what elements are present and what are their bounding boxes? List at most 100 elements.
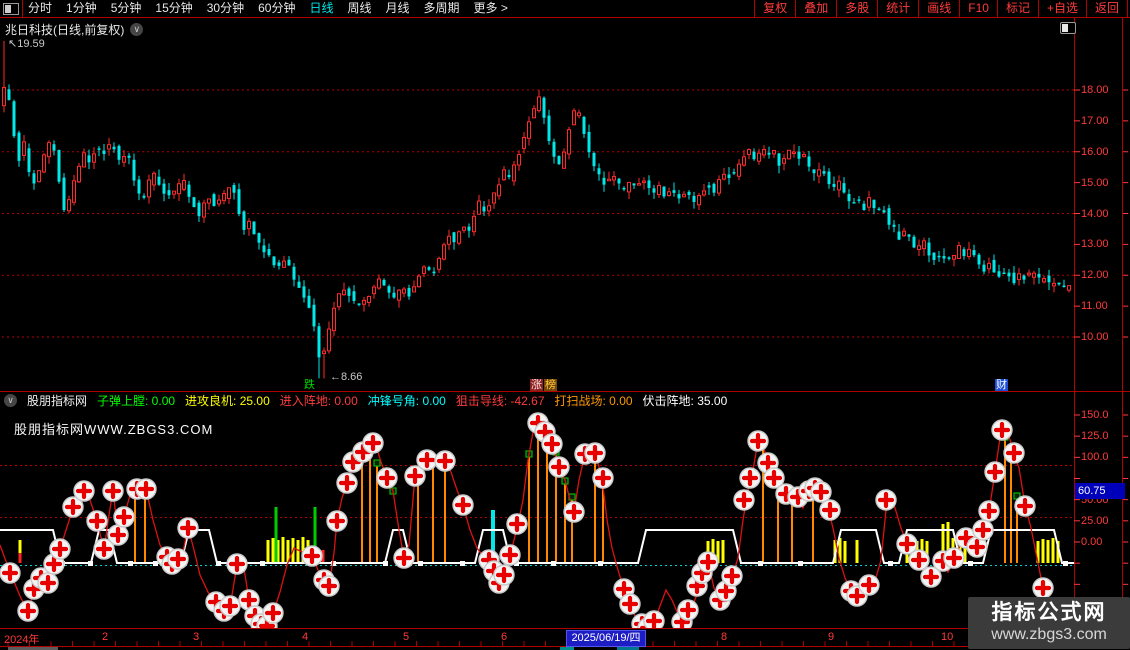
period-item-月线[interactable]: 月线 <box>385 1 410 15</box>
signal-marker-icon <box>376 467 398 489</box>
signal-marker-icon <box>955 527 977 549</box>
yellow-bar <box>920 539 924 563</box>
period-item-周线[interactable]: 周线 <box>347 1 372 15</box>
green-square-marker <box>141 485 149 493</box>
candle-up <box>722 173 726 180</box>
candle-up <box>817 169 821 177</box>
action-button-叠加[interactable]: 叠加 <box>795 0 836 17</box>
hidden-tab-财[interactable]: 财 <box>995 379 1008 391</box>
candle-down <box>812 169 816 174</box>
collapse-chevron-icon[interactable]: ∨ <box>130 23 144 36</box>
marker-circle <box>483 560 505 582</box>
candle-down <box>192 197 196 208</box>
candle-down <box>777 153 781 166</box>
candle-down <box>242 211 246 230</box>
candle-up <box>987 262 991 270</box>
candle-up <box>492 192 496 204</box>
candle-down <box>317 326 321 358</box>
candle-up <box>72 180 76 203</box>
candle-down <box>237 189 241 215</box>
hidden-tab-跌[interactable]: 跌 <box>304 379 315 391</box>
candle-down <box>427 267 431 270</box>
value-axis-label: 125.0 <box>1081 430 1109 443</box>
indicator-field-伏击阵地: 伏击阵地: 35.00 <box>642 393 728 408</box>
hidden-tab-涨[interactable]: 涨 <box>530 379 543 391</box>
marker-circle <box>62 496 84 518</box>
marker-circle <box>238 589 260 611</box>
marker-circle <box>984 461 1006 483</box>
candle-up <box>802 154 806 158</box>
action-button-返回[interactable]: 返回 <box>1085 0 1128 17</box>
high-price-label: ↖19.59 <box>8 38 45 50</box>
action-button-标记[interactable]: 标记 <box>996 0 1038 17</box>
layout-icon[interactable] <box>3 3 19 15</box>
period-item-日线[interactable]: 日线 <box>309 1 334 15</box>
signal-marker-icon <box>37 572 59 594</box>
hidden-tab-榜[interactable]: 榜 <box>544 379 557 391</box>
signal-marker-icon <box>810 481 832 503</box>
marker-circle <box>342 451 364 473</box>
marker-circle <box>23 578 45 600</box>
candle-down <box>257 233 261 243</box>
candle-up <box>172 190 176 195</box>
baseline-dot <box>551 561 556 566</box>
marker-circle <box>73 480 95 502</box>
period-item-5分钟[interactable]: 5分钟 <box>110 1 142 15</box>
split-pane-icon[interactable] <box>1060 22 1076 34</box>
candle-up <box>362 299 366 305</box>
yellow-bar <box>266 540 270 563</box>
signal-marker-icon <box>499 544 521 566</box>
signal-marker-icon <box>434 450 456 472</box>
date-label-4: 4 <box>302 631 309 643</box>
marker-circle <box>592 467 614 489</box>
signal-marker-icon <box>352 441 374 463</box>
date-label-9: 9 <box>828 631 835 643</box>
signal-marker-icon <box>619 593 641 615</box>
candle-down <box>647 180 651 189</box>
period-item-更多 >[interactable]: 更多 > <box>473 1 508 15</box>
period-item-1分钟[interactable]: 1分钟 <box>66 1 97 15</box>
marker-circle <box>709 589 731 611</box>
candle-down <box>662 186 666 197</box>
baseline-dot <box>60 561 65 566</box>
candle-down <box>17 132 21 161</box>
period-item-30分钟[interactable]: 30分钟 <box>206 1 245 15</box>
marker-circle <box>955 527 977 549</box>
panel-chevron-icon[interactable]: ∨ <box>4 393 17 407</box>
signal-marker-icon <box>978 500 1000 522</box>
candle-down <box>252 221 256 235</box>
green-square-marker <box>381 476 389 484</box>
action-button-复权[interactable]: 复权 <box>754 0 795 17</box>
signal-marker-icon <box>920 566 942 588</box>
period-item-分时[interactable]: 分时 <box>28 1 53 15</box>
marker-circle <box>102 480 124 502</box>
period-item-60分钟[interactable]: 60分钟 <box>258 1 296 15</box>
candle-up <box>567 129 571 155</box>
marker-circle <box>93 538 115 560</box>
date-label-5: 5 <box>403 631 410 643</box>
signal-marker-icon <box>787 486 809 508</box>
marker-circle <box>875 489 897 511</box>
action-button-+自选[interactable]: +自选 <box>1037 0 1086 17</box>
value-axis-label: 150.0 <box>1081 408 1109 421</box>
action-button-多股[interactable]: 多股 <box>836 0 877 17</box>
period-item-多周期[interactable]: 多周期 <box>423 1 460 15</box>
period-item-15分钟[interactable]: 15分钟 <box>155 1 193 15</box>
candle-up <box>227 187 231 199</box>
marker-circle <box>966 536 988 558</box>
marker-circle <box>107 524 129 546</box>
candle-down <box>87 155 91 163</box>
green-square-marker <box>441 458 449 466</box>
candle-down <box>632 183 636 186</box>
candle-down <box>822 171 826 174</box>
green-square-marker <box>561 477 569 485</box>
yellow-bar <box>963 537 967 563</box>
marker-circle <box>810 481 832 503</box>
action-button-统计[interactable]: 统计 <box>877 0 918 17</box>
marker-circle <box>30 567 52 589</box>
action-button-画线[interactable]: 画线 <box>918 0 959 17</box>
action-button-F10[interactable]: F10 <box>959 0 997 17</box>
candle-down <box>197 202 201 217</box>
candle-up <box>122 156 126 163</box>
